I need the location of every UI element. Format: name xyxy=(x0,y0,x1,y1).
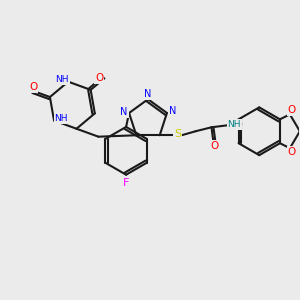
Text: O: O xyxy=(210,141,219,151)
Text: N: N xyxy=(120,107,128,117)
Text: NH: NH xyxy=(228,120,241,129)
Text: NH: NH xyxy=(56,75,69,84)
Text: F: F xyxy=(123,178,129,188)
Text: S: S xyxy=(174,129,181,139)
Text: O: O xyxy=(288,105,296,116)
Text: N: N xyxy=(144,89,152,99)
Text: N: N xyxy=(169,106,177,116)
Text: O: O xyxy=(288,147,296,157)
Text: NH: NH xyxy=(54,114,68,123)
Text: O: O xyxy=(95,73,104,83)
Text: O: O xyxy=(29,82,37,92)
